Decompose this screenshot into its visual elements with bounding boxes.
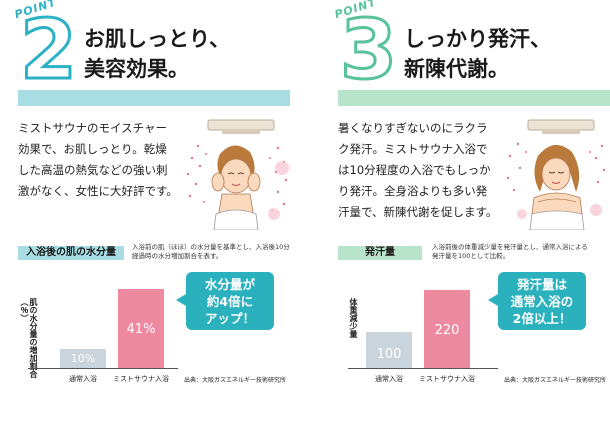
callout-bubble: 発汗量は 通常入浴の 2倍以上！ bbox=[488, 272, 586, 330]
bar-normal-bath: 100 bbox=[366, 332, 412, 368]
headline: お肌しっとり、 美容効果。 bbox=[84, 27, 231, 81]
chart-sub-label: 発汗量 bbox=[338, 246, 422, 260]
y-axis-label: 肌の水分量の増加割合（％） bbox=[20, 298, 38, 378]
x-tick-label: ミストサウナ入浴 bbox=[419, 375, 475, 383]
woman-shoulders-mist-illustration bbox=[506, 119, 606, 230]
y-axis-label: 体重減少量 bbox=[349, 298, 358, 338]
sweat-bar-chart: 体重減少量 100 220 通常入浴 ミストサウナ入浴 出典：大阪ガスエネルギー… bbox=[338, 268, 610, 388]
point-number: 3 bbox=[338, 3, 398, 98]
x-axis-line bbox=[28, 368, 178, 369]
bar-value-label: 10% bbox=[70, 351, 96, 365]
x-tick-label: 通常入浴 bbox=[375, 375, 403, 383]
point-3-panel: POINT 3 しっかり発汗、 新陳代謝。 暑くなりすぎないのにラクラク発汗。ミ… bbox=[320, 0, 610, 424]
point-number: 2 bbox=[18, 3, 78, 98]
bar-mist-sauna: 41% bbox=[118, 289, 164, 368]
body-text: ミストサウナのモイスチャー効果で、お肌しっとり。乾燥した高温の熱気などの強い刺激… bbox=[18, 121, 178, 198]
chart-sub-label: 入浴後の肌の水分量 bbox=[18, 246, 124, 260]
accent-band bbox=[18, 90, 290, 106]
woman-face-mist-illustration bbox=[186, 119, 289, 230]
chart-note: 入浴前の肌（ほほ）の水分量を基準とし、入浴後10分経過時の水分増加割合を表す。 bbox=[132, 243, 290, 260]
x-axis-line bbox=[348, 368, 498, 369]
accent-band bbox=[338, 90, 610, 106]
source-credit: 出典：大阪ガスエネルギー技術研究所 bbox=[504, 377, 607, 384]
moisture-bar-chart: 肌の水分量の増加割合（％） 10% 41% 通常入浴 ミストサウナ入浴 出典：大… bbox=[18, 268, 290, 388]
bar-value-label: 100 bbox=[376, 347, 402, 362]
point-2-panel: POINT 2 お肌しっとり、 美容効果。 ミストサウナのモイスチャー効果で、お… bbox=[0, 0, 290, 424]
source-credit: 出典：大阪ガスエネルギー技術研究所 bbox=[184, 377, 287, 384]
bar-value-label: 41% bbox=[126, 322, 156, 337]
body-text: 暑くなりすぎないのにラクラク発汗。ミストサウナ入浴では10分程度の入浴でもしっか… bbox=[338, 121, 498, 219]
bar-mist-sauna: 220 bbox=[424, 290, 470, 368]
chart-note: 入浴前後の体重減少量を発汗量とし、通常入浴による発汗量を100として比較。 bbox=[432, 243, 588, 260]
bar-normal-bath: 10% bbox=[60, 349, 106, 368]
x-tick-label: 通常入浴 bbox=[69, 375, 97, 383]
headline: しっかり発汗、 新陳代謝。 bbox=[404, 27, 551, 81]
callout-bubble: 水分量が 約4倍に アップ！ bbox=[176, 272, 274, 330]
bar-value-label: 220 bbox=[434, 323, 460, 338]
x-tick-label: ミストサウナ入浴 bbox=[113, 375, 169, 383]
